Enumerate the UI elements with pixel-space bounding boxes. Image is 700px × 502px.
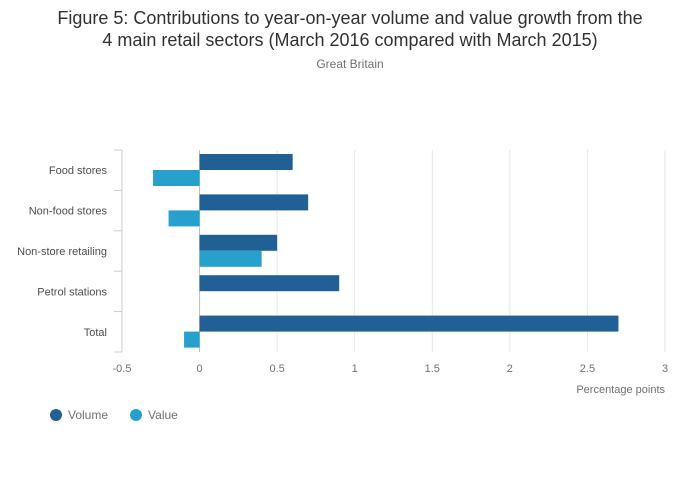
bar-volume <box>199 315 619 332</box>
legend-item-value[interactable]: Value <box>130 408 178 422</box>
legend-label-value: Value <box>148 408 178 422</box>
x-tick-label: 2.5 <box>580 363 595 375</box>
x-axis-title: Percentage points <box>576 384 665 396</box>
bar-volume <box>199 194 309 211</box>
bar-value <box>184 331 200 348</box>
bar-value <box>168 210 200 227</box>
legend-marker-value <box>130 409 143 421</box>
legend-label-volume: Volume <box>68 408 109 422</box>
x-tick-label: 1 <box>352 363 358 375</box>
chart-subtitle: Great Britain <box>316 57 384 71</box>
x-tick-label: 0 <box>197 363 203 375</box>
bar-volume <box>199 234 278 251</box>
x-tick-label: 1.5 <box>425 363 440 375</box>
bar-chart: -0.5 0 0.5 1 1.5 2 2.5 3 Food stores Non-food sto… <box>17 149 668 396</box>
category-label: Total <box>84 327 107 339</box>
category-label: Non-food stores <box>29 206 108 218</box>
category-label: Non-store retailing <box>17 246 107 258</box>
bar-value <box>199 250 262 267</box>
x-tick-label: -0.5 <box>113 363 132 375</box>
chart-title: Figure 5: Contributions to year-on-year … <box>0 7 700 51</box>
legend-item-volume[interactable]: Volume <box>50 408 108 422</box>
category-label: Petrol stations <box>37 286 107 298</box>
chart-title-line-2: 4 main retail sectors (March 2016 compar… <box>102 30 598 50</box>
legend-marker-volume <box>50 409 62 421</box>
bar-volume <box>199 275 340 292</box>
chart-title-line-1: Figure 5: Contributions to year-on-year … <box>57 8 643 28</box>
x-tick-label: 2 <box>507 363 513 375</box>
x-tick-label: 3 <box>662 363 668 375</box>
bar-volume <box>199 154 293 170</box>
x-tick-label: 0.5 <box>269 363 284 375</box>
category-label: Food stores <box>49 165 108 177</box>
chart-legend: Volume Value <box>50 408 178 422</box>
bar-value <box>153 170 200 186</box>
